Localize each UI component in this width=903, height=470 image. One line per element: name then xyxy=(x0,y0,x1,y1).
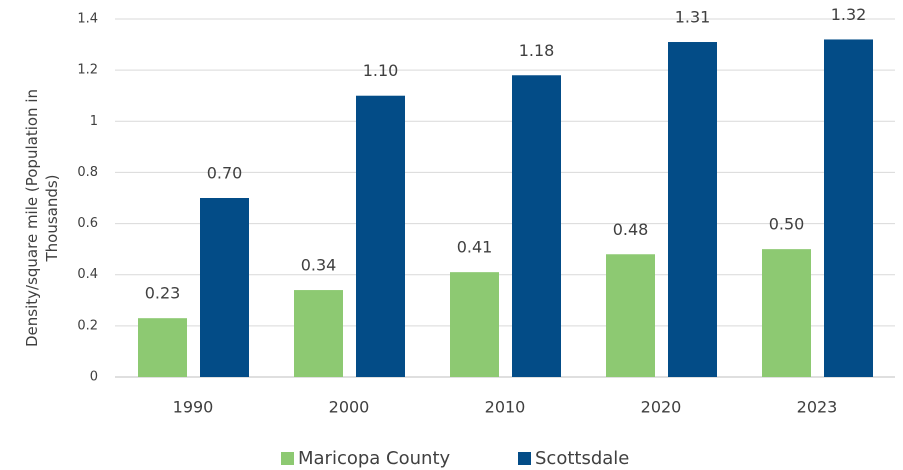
value-label: 0.50 xyxy=(769,215,805,234)
legend-swatch xyxy=(281,452,294,465)
bar xyxy=(824,39,873,377)
x-tick-label: 2000 xyxy=(329,398,370,417)
legend-label: Scottsdale xyxy=(535,448,629,469)
x-tick-label: 1990 xyxy=(173,398,214,417)
bar xyxy=(668,42,717,378)
legend-swatch xyxy=(518,452,531,465)
bar xyxy=(450,272,499,377)
y-tick-label: 0 xyxy=(90,370,98,385)
value-label: 1.10 xyxy=(363,61,399,80)
bar xyxy=(200,198,249,377)
y-tick-label: 0.4 xyxy=(77,267,98,282)
bar xyxy=(512,75,561,377)
value-label: 0.41 xyxy=(457,238,493,257)
value-label: 0.34 xyxy=(301,256,337,275)
y-tick-label: 1.4 xyxy=(77,12,98,27)
x-tick-label: 2020 xyxy=(641,398,682,417)
legend-label: Maricopa County xyxy=(298,448,451,469)
bar xyxy=(606,254,655,377)
value-label: 1.31 xyxy=(675,8,711,27)
x-tick-label: 2023 xyxy=(797,398,838,417)
y-tick-label: 1.2 xyxy=(77,63,98,78)
y-tick-label: 0.2 xyxy=(77,318,98,333)
bar xyxy=(294,290,343,377)
value-label: 0.48 xyxy=(613,220,649,239)
x-tick-label: 2010 xyxy=(485,398,526,417)
bar xyxy=(356,95,405,377)
value-label: 1.32 xyxy=(831,5,867,24)
value-label: 1.18 xyxy=(519,41,555,60)
value-label: 0.23 xyxy=(145,284,181,303)
value-label: 0.70 xyxy=(207,164,243,183)
bar xyxy=(762,249,811,377)
bar xyxy=(138,318,187,377)
y-tick-label: 1 xyxy=(90,114,98,129)
y-tick-label: 0.8 xyxy=(77,165,98,180)
y-tick-label: 0.6 xyxy=(77,216,98,231)
y-axis-label: Density/square mile (Population in Thous… xyxy=(23,89,61,347)
